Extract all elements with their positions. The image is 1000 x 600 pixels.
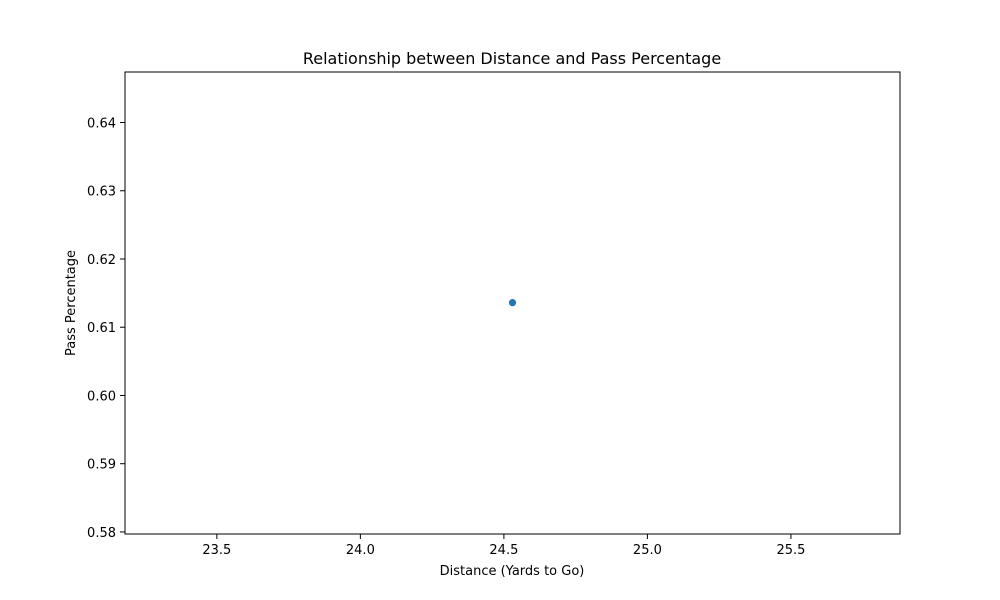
y-tick-label: 0.59 [87,458,116,473]
x-tick-label: 24.0 [346,543,375,558]
x-axis: 23.5 24.0 24.5 25.0 25.5 [202,534,805,558]
y-tick-label: 0.64 [87,116,116,131]
data-points [508,299,517,307]
x-axis-label: Distance (Yards to Go) [440,564,585,579]
y-tick-label: 0.62 [87,253,116,268]
data-point [508,299,517,307]
y-tick-label: 0.63 [87,185,116,200]
x-tick-label: 23.5 [202,543,231,558]
y-tick-label: 0.61 [87,321,116,336]
x-tick-label: 25.0 [633,543,662,558]
x-tick-label: 24.5 [489,543,518,558]
y-axis: 0.58 0.59 0.60 0.61 0.62 0.63 0.64 [87,116,125,541]
y-tick-label: 0.60 [87,389,116,404]
chart-title: Relationship between Distance and Pass P… [303,49,721,68]
x-tick-label: 25.5 [776,543,805,558]
y-axis-label: Pass Percentage [64,250,79,356]
y-tick-label: 0.58 [87,526,116,541]
plot-area [124,71,901,535]
